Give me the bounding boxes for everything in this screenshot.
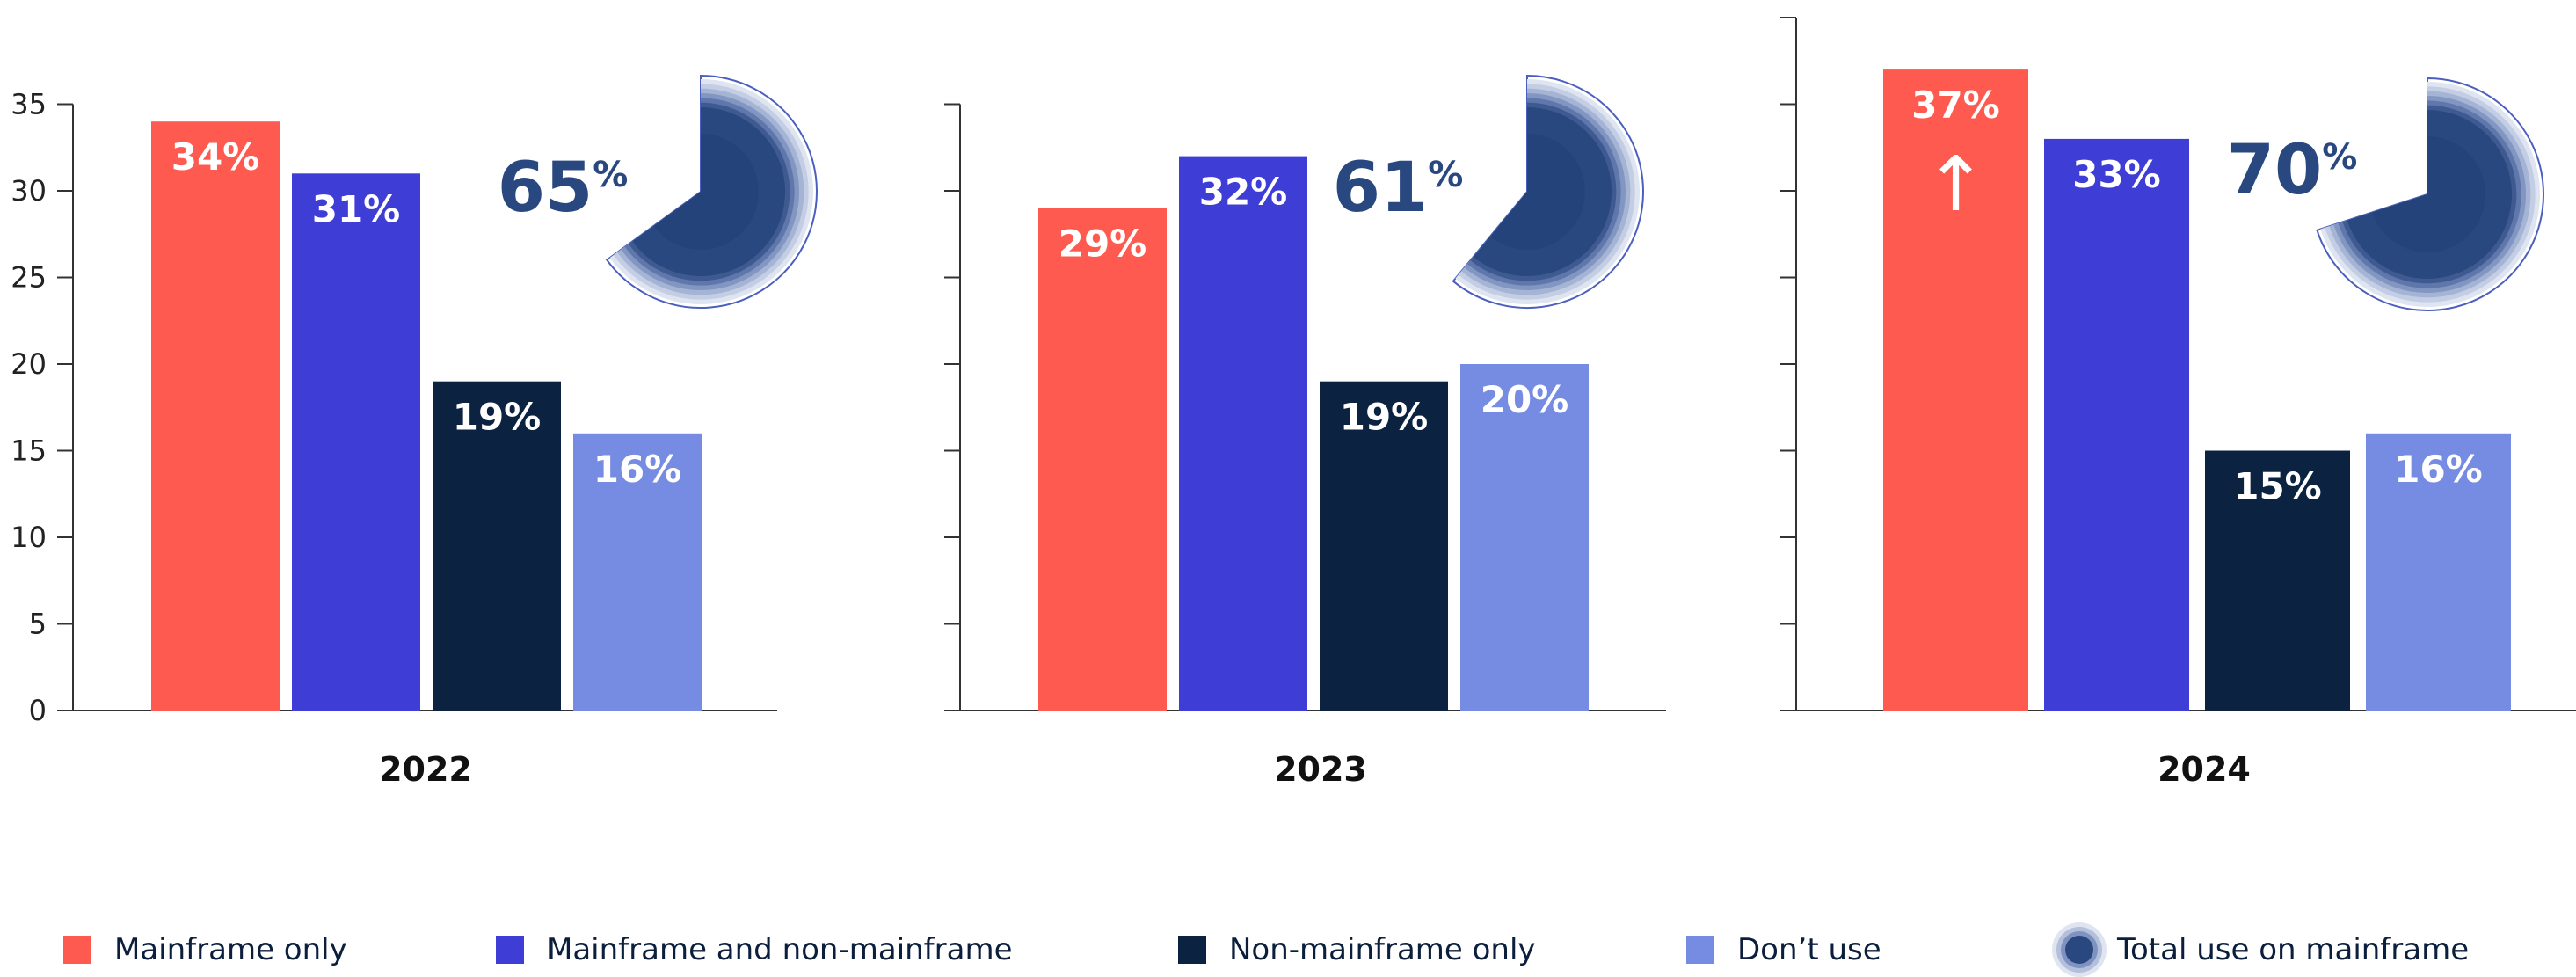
total-use-unit: % — [1428, 155, 1463, 195]
up-arrow-icon: ↑ — [1924, 141, 1987, 229]
total-use-label-2023: 61% — [1333, 149, 1464, 228]
chart-panel-2024: 37% ↑ 33% 15% 16% 2024 70% — [1780, 17, 2576, 789]
total-use-value: 70 — [2227, 131, 2323, 210]
y-tick-label: 35 — [11, 88, 47, 121]
data-label-non-mainframe-only: 19% — [1340, 396, 1429, 439]
chart-panel-2023: 29% 32% 19% 20% 2023 61% — [944, 74, 1666, 789]
data-label-dont-use: 20% — [1481, 378, 1569, 421]
bar-dont-use — [1460, 364, 1589, 711]
y-tick-label: 30 — [11, 174, 47, 208]
bar-dont-use — [573, 433, 702, 711]
legend-label-total-use: Total use on mainframe — [2117, 932, 2470, 967]
bar-mainframe-and-non — [2044, 138, 2189, 711]
legend-item-non-mainframe-only: Non-mainframe only — [1178, 923, 1536, 976]
y-tick-label: 20 — [11, 347, 47, 381]
bar-non-mainframe-only — [2205, 450, 2350, 711]
legend-label-non-mainframe-only: Non-mainframe only — [1229, 932, 1536, 967]
chart-legend: Mainframe only Mainframe and non-mainfra… — [0, 922, 2576, 977]
y-tick-label: 10 — [11, 521, 47, 554]
legend-label-mainframe-and-non: Mainframe and non-mainframe — [547, 932, 1013, 967]
total-use-core — [1489, 134, 1585, 250]
total-use-core — [2372, 136, 2486, 252]
total-use-unit: % — [593, 155, 628, 195]
y-tick-label: 25 — [11, 261, 47, 295]
y-tick-label: 5 — [29, 608, 47, 641]
total-use-value: 61 — [1333, 149, 1429, 228]
y-tick-label: 15 — [11, 434, 47, 468]
legend-swatch-dont-use — [1686, 936, 1714, 964]
bar-mainframe-and-non — [292, 173, 420, 711]
data-label-dont-use: 16% — [2394, 448, 2483, 491]
data-label-mainframe-only: 34% — [171, 135, 260, 179]
legend-swatch-non-mainframe-only — [1178, 936, 1206, 964]
bar-mainframe-and-non — [1179, 156, 1307, 711]
total-use-label-2022: 65% — [498, 149, 629, 228]
year-label-2023: 2023 — [1274, 750, 1367, 789]
bar-non-mainframe-only — [433, 381, 561, 711]
data-label-mainframe-only: 37% — [1911, 84, 2000, 127]
total-use-radial-2022 — [605, 74, 818, 309]
legend-item-total-use: Total use on mainframe — [2052, 922, 2470, 977]
total-use-radial-2024 — [2316, 77, 2544, 311]
total-use-outline — [1452, 74, 1644, 309]
total-use-unit: % — [2322, 137, 2357, 178]
legend-label-mainframe-only: Mainframe only — [114, 932, 347, 967]
y-tick-label: 0 — [29, 694, 47, 727]
total-use-outline — [2316, 77, 2544, 311]
year-label-2024: 2024 — [2158, 750, 2251, 789]
data-label-dont-use: 16% — [593, 448, 682, 491]
data-label-mainframe-and-non: 32% — [1199, 171, 1288, 214]
radial-rings-icon — [2052, 922, 2107, 977]
legend-label-dont-use: Don’t use — [1737, 932, 1881, 967]
legend-item-mainframe-only: Mainframe only — [63, 923, 347, 976]
total-use-outline — [605, 74, 818, 309]
legend-swatch-mainframe-and-non — [496, 936, 524, 964]
chart-panel-2022: 0 5 10 15 20 25 30 35 34% 31% 19% 16% 2022 65% — [11, 74, 818, 789]
data-label-non-mainframe-only: 19% — [453, 396, 542, 439]
total-use-radial-2023 — [1452, 74, 1644, 309]
bar-mainframe-only — [151, 121, 280, 711]
data-label-mainframe-only: 29% — [1059, 222, 1147, 266]
legend-swatch-mainframe-only — [63, 936, 91, 964]
data-label-mainframe-and-non: 31% — [312, 187, 401, 230]
year-label-2022: 2022 — [379, 750, 472, 789]
data-label-mainframe-and-non: 33% — [2072, 153, 2161, 196]
bar-non-mainframe-only — [1320, 381, 1448, 711]
legend-item-mainframe-and-non: Mainframe and non-mainframe — [496, 923, 1013, 976]
total-use-label-2024: 70% — [2227, 131, 2358, 210]
bar-mainframe-only — [1883, 69, 2028, 711]
legend-item-dont-use: Don’t use — [1686, 923, 1881, 976]
bar-mainframe-only — [1038, 208, 1167, 711]
data-label-non-mainframe-only: 15% — [2233, 465, 2322, 508]
total-use-core — [653, 134, 759, 251]
bar-dont-use — [2366, 433, 2511, 711]
total-use-value: 65 — [498, 149, 593, 228]
